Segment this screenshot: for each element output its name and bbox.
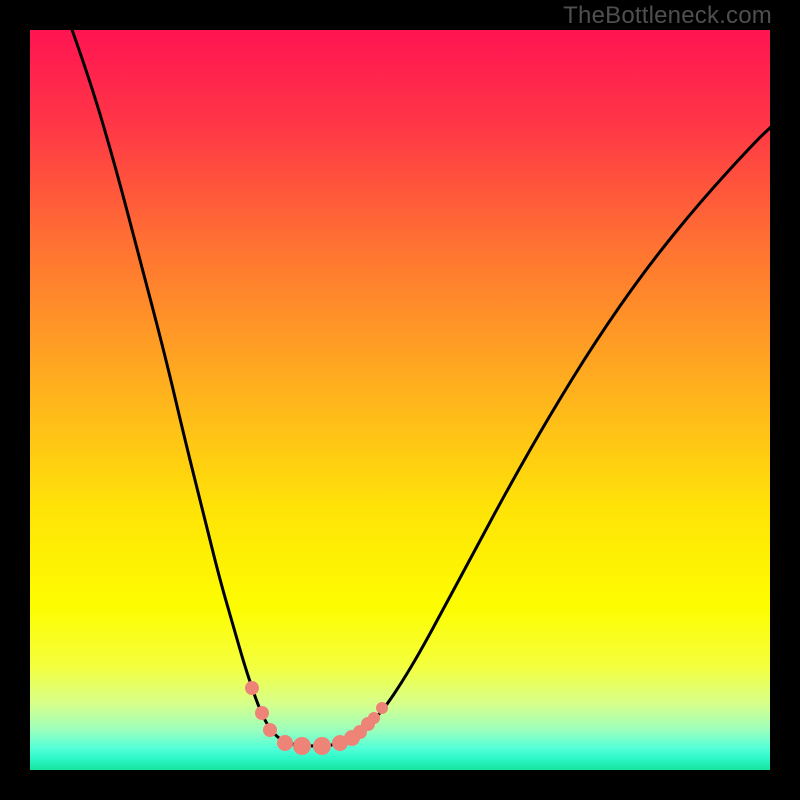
bottleneck-curve (0, 0, 800, 800)
curve-marker (255, 706, 269, 720)
curve-marker (293, 737, 311, 755)
curve-marker (376, 702, 388, 714)
watermark-text: TheBottleneck.com (563, 2, 772, 30)
curve-marker (263, 723, 277, 737)
curve-marker (277, 735, 293, 751)
curve-markers (245, 681, 388, 755)
curve-marker (313, 737, 331, 755)
curve-path (70, 24, 773, 746)
curve-marker (245, 681, 259, 695)
curve-marker (368, 712, 380, 724)
